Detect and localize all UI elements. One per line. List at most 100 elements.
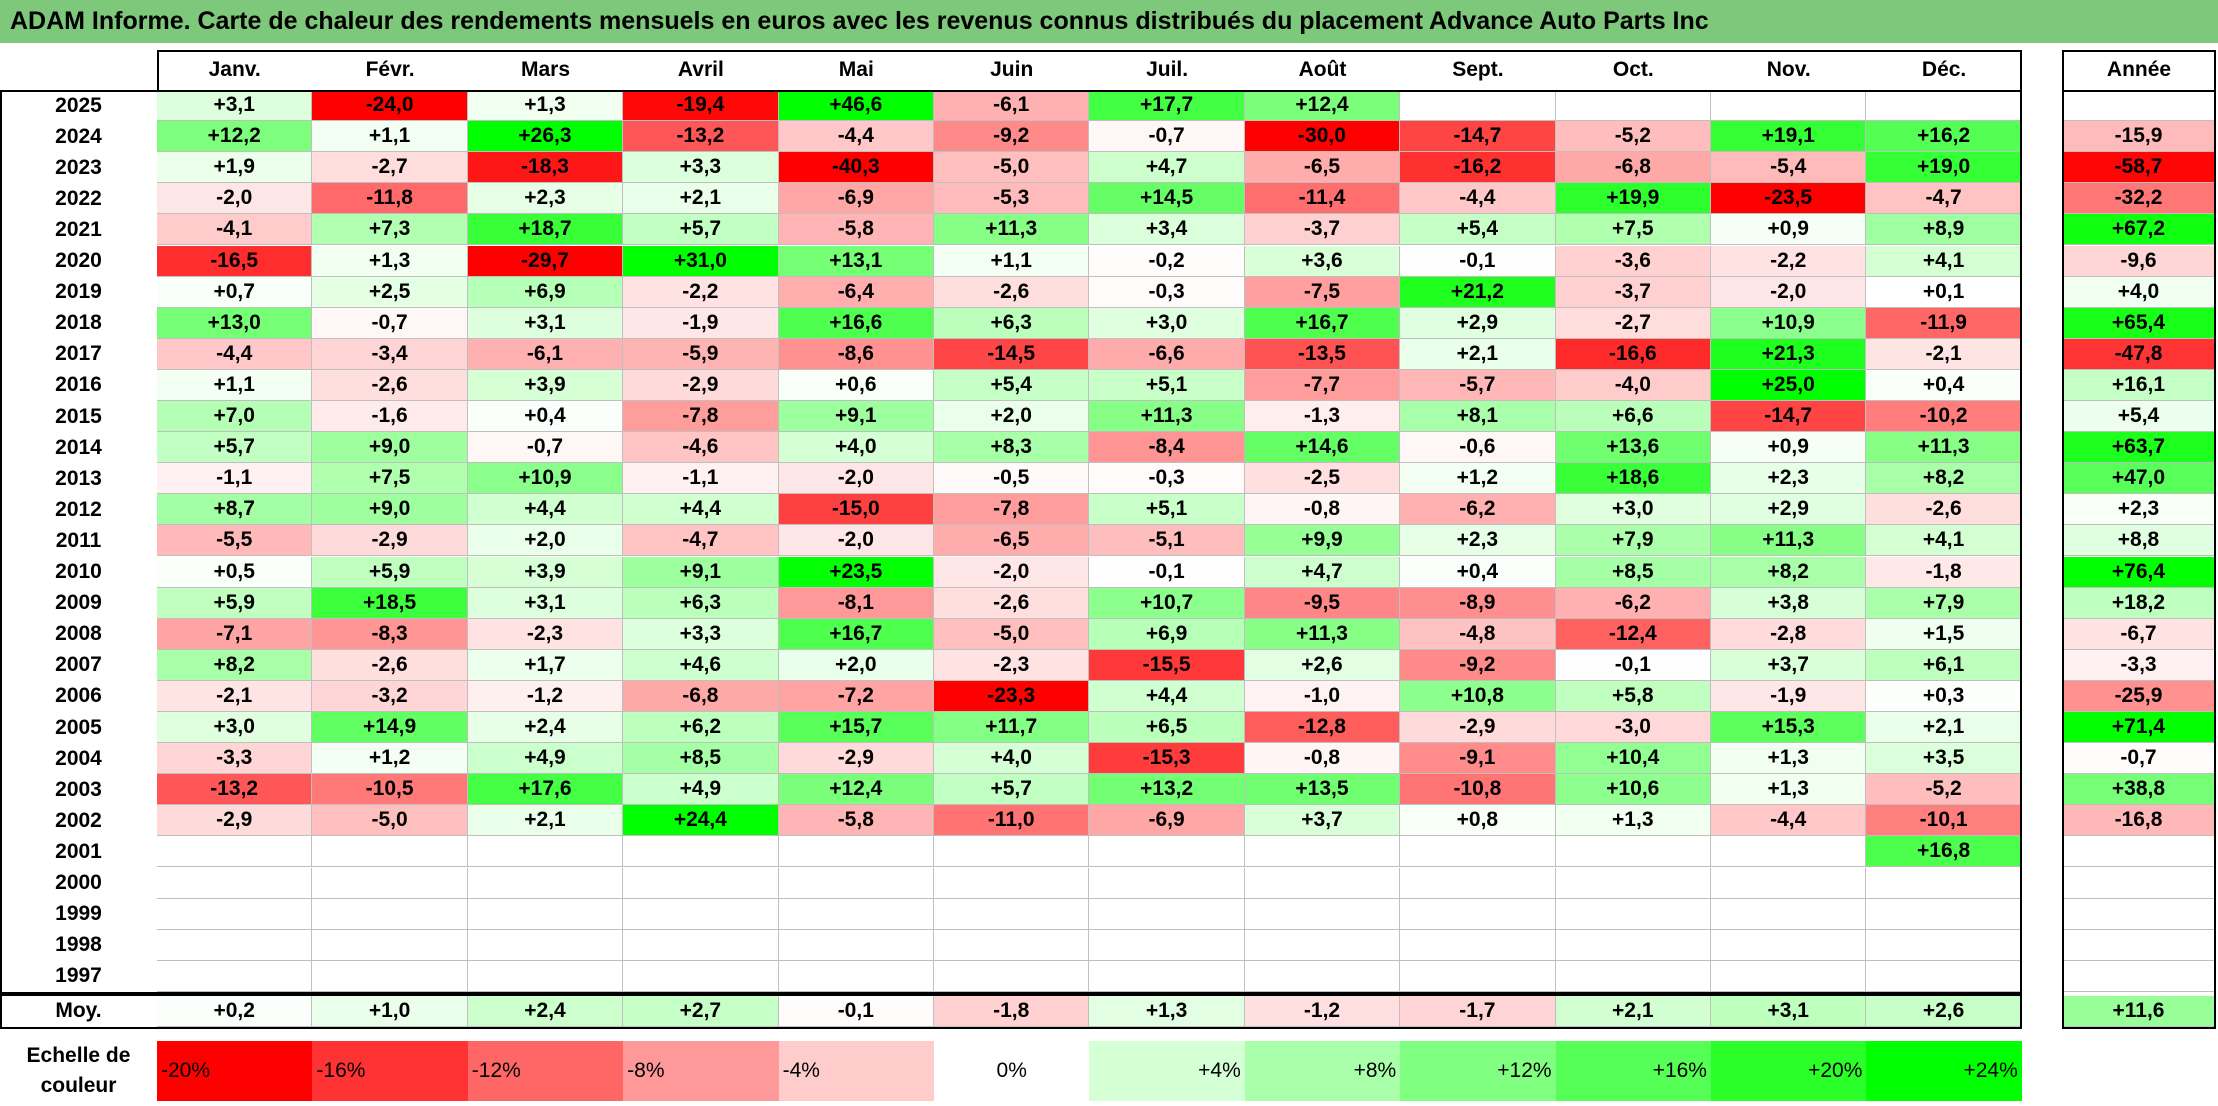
annual-cell (2062, 960, 2216, 992)
annual-cell: +67,2 (2062, 214, 2216, 246)
heatmap-cell: +1,2 (312, 743, 468, 775)
heatmap-cell (1089, 960, 1245, 992)
heatmap-cell: -2,3 (934, 649, 1090, 681)
heatmap-cell: +1,3 (1711, 774, 1867, 806)
heatmap-cell: -0,8 (1244, 743, 1401, 775)
heatmap-cell (467, 960, 624, 992)
heatmap-cell: -1,1 (157, 463, 313, 495)
average-cell: +2,6 (1866, 995, 2022, 1027)
heatmap-cell: -23,5 (1711, 183, 1867, 215)
year-label: 1998 (55, 933, 102, 957)
heatmap-cell: +21,2 (1400, 276, 1556, 308)
heatmap-cell: -13,2 (623, 121, 779, 153)
average-cell: +2,1 (1555, 995, 1711, 1027)
year-column-header: Année (2106, 58, 2172, 81)
heatmap-cell: +2,1 (467, 805, 624, 837)
color-scale-swatch: -4% (778, 1041, 934, 1101)
heatmap-cell: +8,1 (1400, 401, 1556, 433)
year-label: 2011 (55, 528, 102, 552)
year-label: 2022 (55, 186, 102, 210)
heatmap-cell (1711, 898, 1867, 930)
heatmap-cell (1711, 867, 1867, 899)
heatmap-cell (1711, 90, 1867, 122)
heatmap-cell: -9,2 (1400, 649, 1556, 681)
heatmap-cell: +2,1 (1866, 712, 2022, 744)
heatmap-cell: -2,1 (157, 680, 313, 712)
heatmap-cell: -6,5 (934, 525, 1090, 557)
heatmap-cell (934, 929, 1090, 961)
average-cell: +2,7 (623, 995, 779, 1027)
heatmap-cell: +9,9 (1244, 525, 1401, 557)
heatmap-cell: -9,2 (934, 121, 1090, 153)
month-header: Oct. (1612, 58, 1654, 81)
month-header: Mars (520, 58, 570, 81)
heatmap-cell: -1,8 (1866, 556, 2022, 588)
heatmap-cell: -8,9 (1400, 587, 1556, 619)
heatmap-cell: +3,5 (1866, 743, 2022, 775)
heatmap-cell: -2,6 (312, 369, 468, 401)
heatmap-cell: +1,1 (312, 121, 468, 153)
year-label: 2005 (55, 715, 102, 739)
average-label: Moy. (55, 999, 102, 1023)
heatmap-cell: +5,9 (157, 587, 313, 619)
heatmap-cell: -8,6 (778, 338, 934, 370)
heatmap-cell: -0,7 (312, 307, 468, 339)
heatmap-cell: -5,7 (1400, 369, 1556, 401)
heatmap-cell: -3,2 (312, 680, 468, 712)
heatmap-cell: -0,7 (1089, 121, 1245, 153)
heatmap-cell (1866, 867, 2022, 899)
average-cell: +2,4 (467, 995, 624, 1027)
annual-cell: +63,7 (2062, 432, 2216, 464)
heatmap-cell: +6,9 (467, 276, 624, 308)
heatmap-cell: -0,3 (1089, 276, 1245, 308)
year-label: 2023 (55, 155, 102, 179)
heatmap-cell: -1,6 (312, 401, 468, 433)
heatmap-cell: +4,9 (467, 743, 624, 775)
heatmap-cell: +4,1 (1866, 245, 2022, 277)
heatmap-cell: -2,9 (157, 805, 313, 837)
heatmap-cell: -6,2 (1555, 587, 1711, 619)
heatmap-cell: -11,8 (312, 183, 468, 215)
year-label: 2017 (55, 342, 102, 366)
annual-cell: +47,0 (2062, 463, 2216, 495)
heatmap-cell: -5,4 (1711, 152, 1867, 184)
heatmap-cell: -6,9 (778, 183, 934, 215)
heatmap-cell (934, 867, 1090, 899)
heatmap-cell (467, 836, 624, 868)
heatmap-cell: +3,9 (467, 369, 624, 401)
heatmap-cell: +8,2 (157, 649, 313, 681)
heatmap-cell: +3,3 (623, 618, 779, 650)
heatmap-cell: +2,3 (1400, 525, 1556, 557)
heatmap-cell: -10,2 (1866, 401, 2022, 433)
heatmap-cell: -1,3 (1244, 401, 1401, 433)
heatmap-cell (1711, 836, 1867, 868)
heatmap-cell: +26,3 (467, 121, 624, 153)
heatmap-cell (623, 836, 779, 868)
heatmap-cell: +1,1 (934, 245, 1090, 277)
heatmap-cell: +5,4 (1400, 214, 1556, 246)
heatmap-cell: +10,4 (1555, 743, 1711, 775)
year-label: 2016 (55, 373, 102, 397)
month-header: Avril (677, 58, 724, 81)
heatmap-cell: -3,7 (1244, 214, 1401, 246)
heatmap-cell: -1,9 (1711, 680, 1867, 712)
heatmap-cell: +8,3 (934, 432, 1090, 464)
heatmap-cell: -6,9 (1089, 805, 1245, 837)
heatmap-cell: -40,3 (778, 152, 934, 184)
heatmap-cell: -29,7 (467, 245, 624, 277)
heatmap-cell: +4,7 (1244, 556, 1401, 588)
month-header: Juil. (1146, 58, 1189, 81)
heatmap-cell: -7,8 (934, 494, 1090, 526)
heatmap-cell: -4,4 (778, 121, 934, 153)
heatmap-cell: +2,3 (1711, 463, 1867, 495)
heatmap-cell (1555, 960, 1711, 992)
heatmap-cell: -0,8 (1244, 494, 1401, 526)
annual-cell: -0,7 (2062, 743, 2216, 775)
heatmap-cell (1244, 929, 1401, 961)
heatmap-cell: +11,3 (1089, 401, 1245, 433)
heatmap-cell: +12,4 (778, 774, 934, 806)
heatmap-cell: -9,1 (1400, 743, 1556, 775)
heatmap-cell: -4,4 (157, 338, 313, 370)
color-scale-swatch: +12% (1400, 1041, 1556, 1101)
month-header: Janv. (208, 58, 261, 81)
